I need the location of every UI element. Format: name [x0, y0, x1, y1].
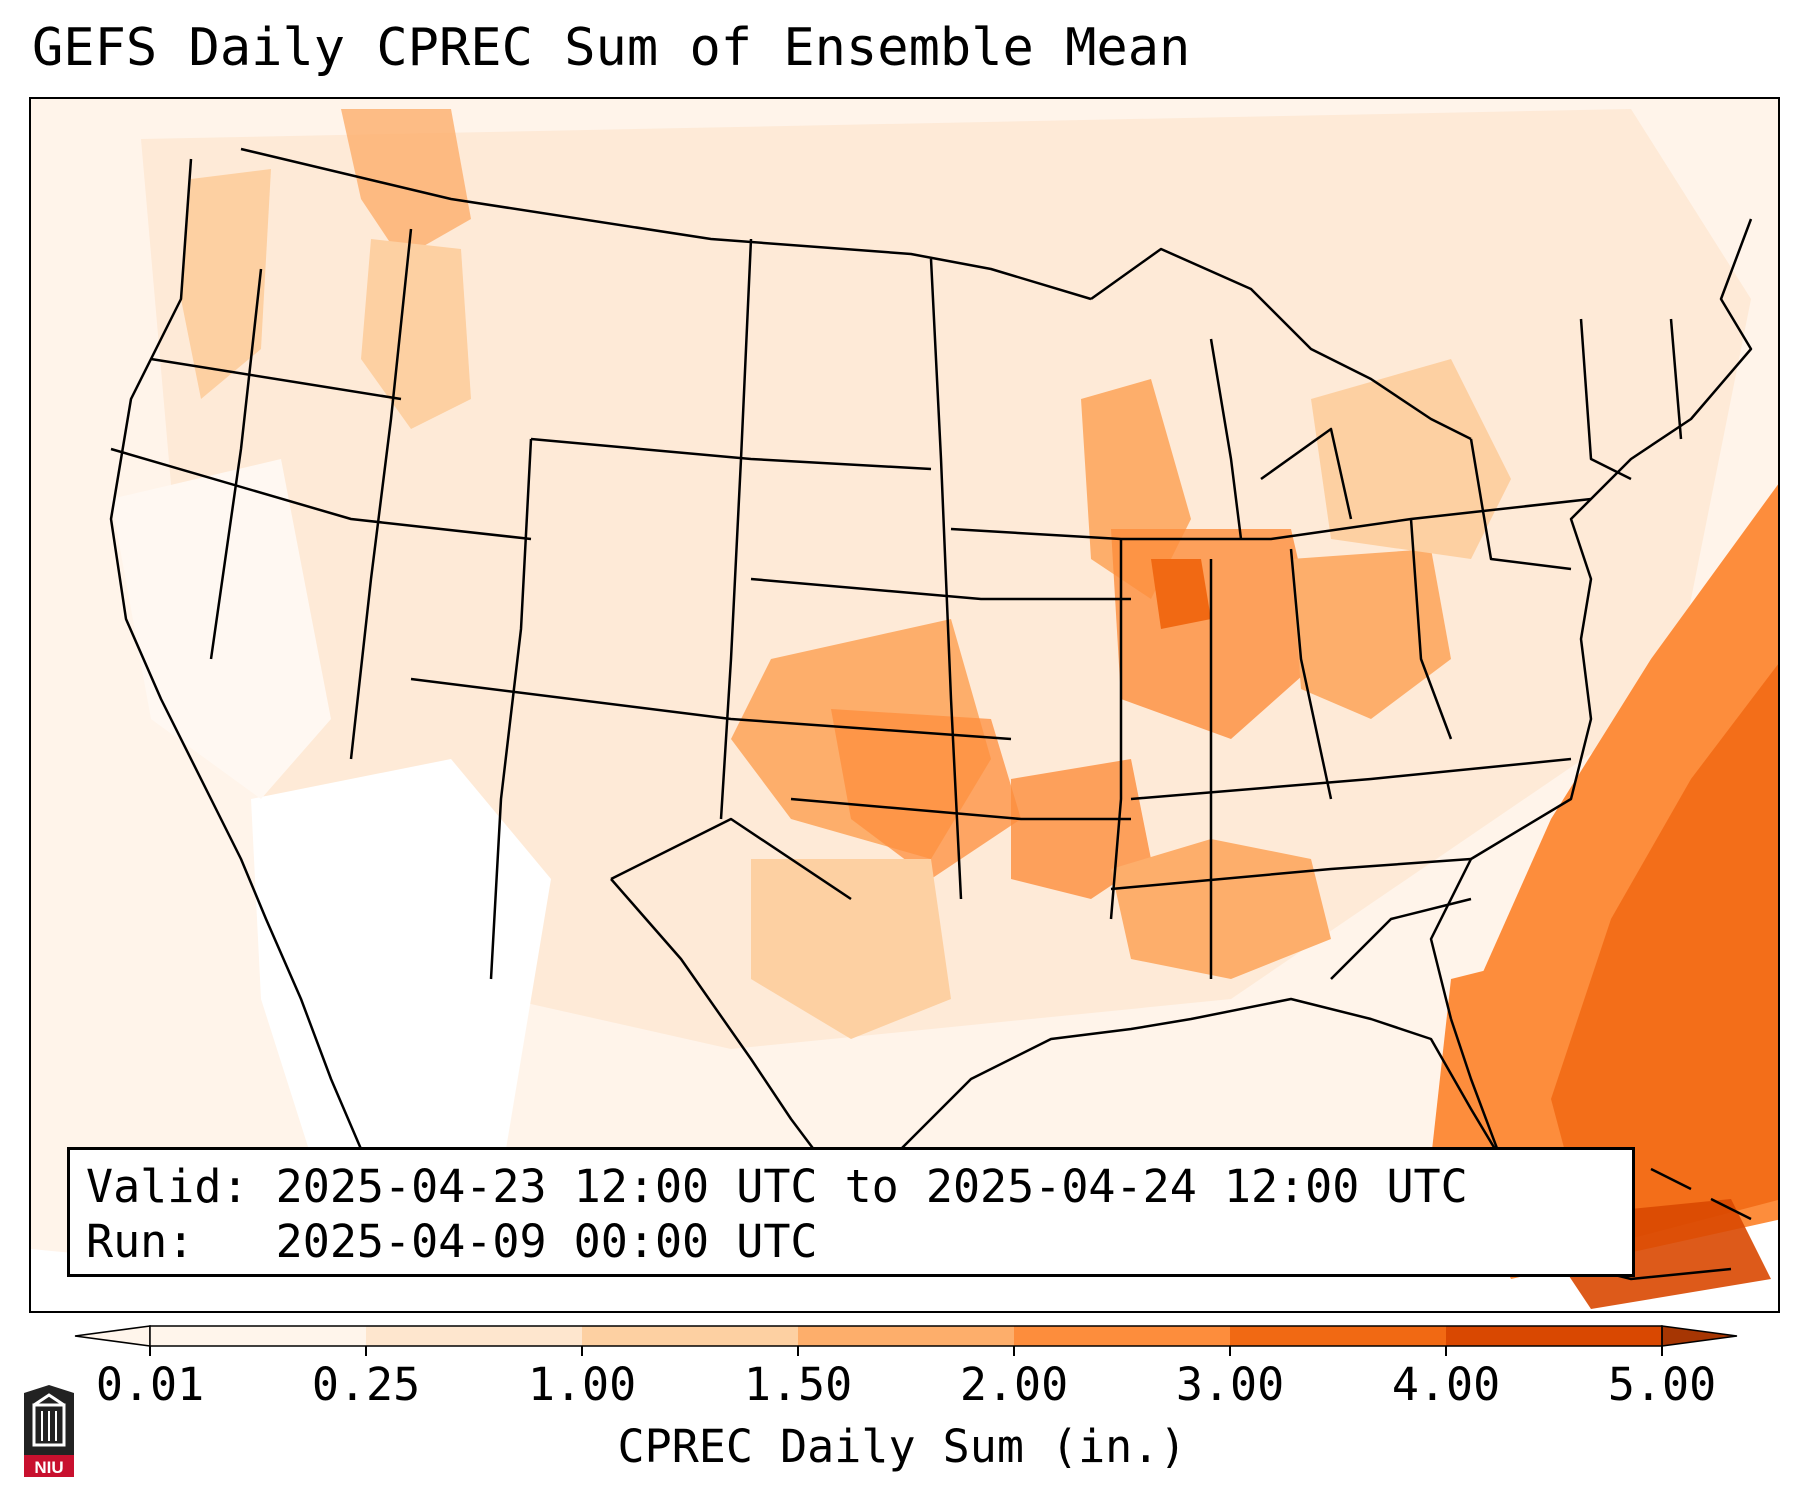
run-line: Run: 2025-04-09 00:00 UTC	[86, 1215, 818, 1268]
state-line-1	[349, 228, 413, 760]
precip-idaho	[361, 239, 471, 429]
colorbar-tick-label: 0.01	[95, 1358, 205, 1411]
valid-line: Valid: 2025-04-23 12:00 UTC to 2025-04-2…	[86, 1160, 1468, 1213]
run-value: 2025-04-09 00:00 UTC	[275, 1215, 818, 1268]
lake-michigan	[1209, 338, 1243, 540]
colorbar-segment	[1446, 1326, 1662, 1346]
colorbar-extend-low	[74, 1325, 151, 1347]
colorbar-segments	[74, 1325, 1738, 1347]
state-line-5	[530, 437, 932, 471]
state-line-17	[1110, 857, 1472, 891]
precip-illinois-max	[1151, 559, 1211, 629]
state-line-8	[929, 258, 963, 900]
west-coastline	[109, 158, 452, 1260]
colorbar-segment	[582, 1326, 798, 1346]
precip-oklahoma-core	[831, 709, 1021, 879]
colorbar-segment	[798, 1326, 1014, 1346]
gulf-coastline	[610, 878, 1503, 1201]
lake-huron	[1260, 427, 1353, 520]
colorbar-tick-label: 1.50	[743, 1358, 853, 1411]
state-line-21	[1669, 318, 1683, 440]
colorbar-tick-label: 0.25	[311, 1358, 421, 1411]
precip-map	[31, 99, 1778, 1311]
colorbar-ticks	[149, 1346, 1663, 1356]
northern-border	[240, 147, 1092, 301]
state-line-20	[1579, 318, 1632, 481]
niu-logo-text: NIU	[34, 1458, 63, 1477]
colorbar	[74, 1325, 1738, 1356]
precip-texas	[751, 859, 951, 1039]
dry-california	[111, 459, 331, 799]
precip-northeast	[1311, 359, 1511, 559]
state-line-9	[410, 677, 1012, 741]
colorbar-segment	[150, 1326, 366, 1346]
precip-northwest	[341, 109, 471, 259]
state-line-18	[1409, 518, 1453, 740]
valid-run-box: Valid: 2025-04-23 12:00 UTC to 2025-04-2…	[67, 1147, 1635, 1277]
valid-label: Valid:	[86, 1160, 249, 1213]
colorbar-segment	[366, 1326, 582, 1346]
dry-southwest	[251, 759, 551, 1219]
colorbar-tick-label: 2.00	[959, 1358, 1069, 1411]
state-line-4	[110, 447, 532, 541]
colorbar-tick-label: 4.00	[1391, 1358, 1501, 1411]
state-line-12	[950, 497, 1592, 541]
state-line-6	[489, 438, 533, 980]
precip-pacific-nw	[181, 169, 271, 399]
precip-ohio	[1291, 549, 1451, 719]
state-line-13	[1109, 539, 1123, 920]
state-line-10	[750, 577, 1131, 601]
precip-atlantic-core	[1551, 664, 1778, 1249]
state-line-16	[1130, 757, 1572, 801]
colorbar-label: CPREC Daily Sum (in.)	[617, 1420, 1187, 1473]
map-panel	[29, 97, 1780, 1313]
colorbar-extend-high	[1661, 1325, 1738, 1347]
colorbar-tick-label: 3.00	[1175, 1358, 1285, 1411]
state-line-15	[1289, 548, 1333, 800]
great-lakes-coast	[1090, 247, 1472, 441]
colorbar-outline	[149, 1325, 1663, 1347]
state-line-19	[1469, 438, 1572, 571]
state-line-2	[209, 268, 263, 660]
map-title: GEFS Daily CPREC Sum of Ensemble Mean	[32, 18, 1191, 78]
colorbar-tick-label: 5.00	[1607, 1358, 1717, 1411]
state-line-22	[1330, 897, 1472, 980]
niu-logo-building	[32, 1403, 66, 1447]
colorbar-segment	[1014, 1326, 1230, 1346]
state-line-11	[790, 797, 1131, 821]
colorbar-segment	[1230, 1326, 1446, 1346]
boundaries	[109, 147, 1753, 1260]
colorbar-tick-label: 1.00	[527, 1358, 637, 1411]
state-line-7	[719, 238, 753, 820]
valid-value: 2025-04-23 12:00 UTC to 2025-04-24 12:00…	[275, 1160, 1468, 1213]
run-label: Run:	[86, 1215, 195, 1268]
outside-domain-bottom	[31, 1199, 1778, 1311]
niu-logo-banner	[24, 1455, 74, 1477]
state-line-3	[150, 357, 402, 401]
niu-logo-icon: NIU	[24, 1385, 74, 1477]
state-line-23	[610, 817, 852, 901]
